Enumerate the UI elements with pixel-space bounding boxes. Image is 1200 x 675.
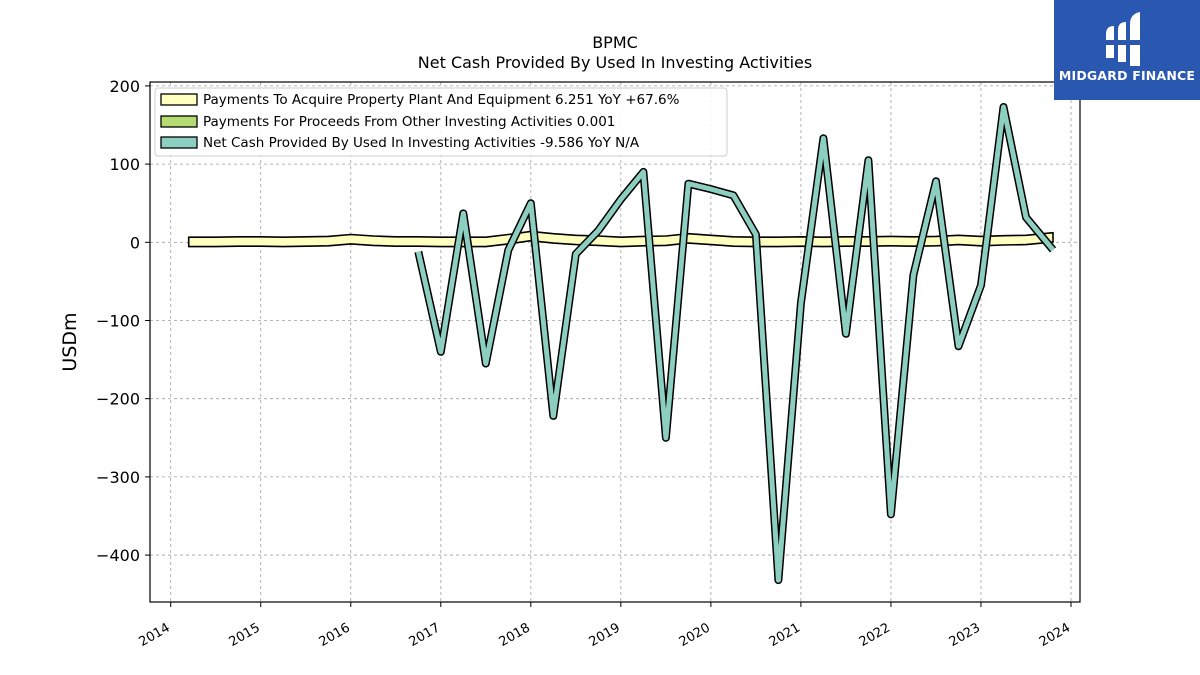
y-axis-ticks: 200 100 0 −100 −200 −300 −400: [96, 77, 150, 565]
legend-swatch-ppe: [160, 93, 198, 106]
legend: Payments To Acquire Property Plant And E…: [154, 87, 728, 157]
x-axis-ticks: 2014 2015 2016 2017 2018 2019 2020 2021 2022 2023…: [137, 602, 1073, 650]
x-tick-label: 2016: [317, 620, 353, 650]
legend-swatch-other-investing: [160, 115, 198, 128]
series-line-2: [415, 104, 1055, 583]
chart-subtitle: Net Cash Provided By Used In Investing A…: [418, 53, 812, 72]
x-tick-label: 2024: [1037, 620, 1073, 650]
x-tick-label: 2022: [857, 620, 893, 650]
legend-frame: [154, 87, 728, 157]
x-tick-label: 2021: [767, 620, 803, 650]
x-tick-label: 2018: [497, 620, 533, 650]
midgard-logo-icon: [1104, 12, 1144, 66]
x-tick-label: 2020: [677, 620, 713, 650]
brand-logo: MIDGARD FINANCE: [1054, 0, 1200, 100]
x-tick-label: 2015: [227, 620, 263, 650]
chart-title: BPMC: [592, 33, 638, 52]
axes-frame: [149, 81, 1081, 603]
x-tick-label: 2023: [947, 620, 983, 650]
legend-label-net-investing: Net Cash Provided By Used In Investing A…: [203, 135, 640, 151]
y-tick-label: −300: [96, 468, 140, 487]
y-tick-label: −100: [96, 311, 140, 330]
x-tick-label: 2017: [407, 620, 443, 650]
y-tick-label: 200: [109, 77, 140, 96]
y-axis-label: USDm: [59, 312, 81, 371]
y-tick-label: −200: [96, 390, 140, 409]
y-tick-label: 100: [109, 155, 140, 174]
y-tick-label: 0: [130, 233, 140, 252]
legend-label-ppe: Payments To Acquire Property Plant And E…: [203, 92, 680, 108]
x-tick-label: 2014: [137, 620, 173, 650]
x-tick-label: 2019: [587, 620, 623, 650]
y-tick-label: −400: [96, 546, 140, 565]
series-layer: [187, 103, 1057, 585]
legend-label-other-investing: Payments For Proceeds From Other Investi…: [203, 114, 615, 130]
legend-swatch-net-investing: [160, 136, 198, 149]
grid-lines: [150, 82, 1080, 602]
logo-text: MIDGARD FINANCE: [1058, 68, 1196, 83]
